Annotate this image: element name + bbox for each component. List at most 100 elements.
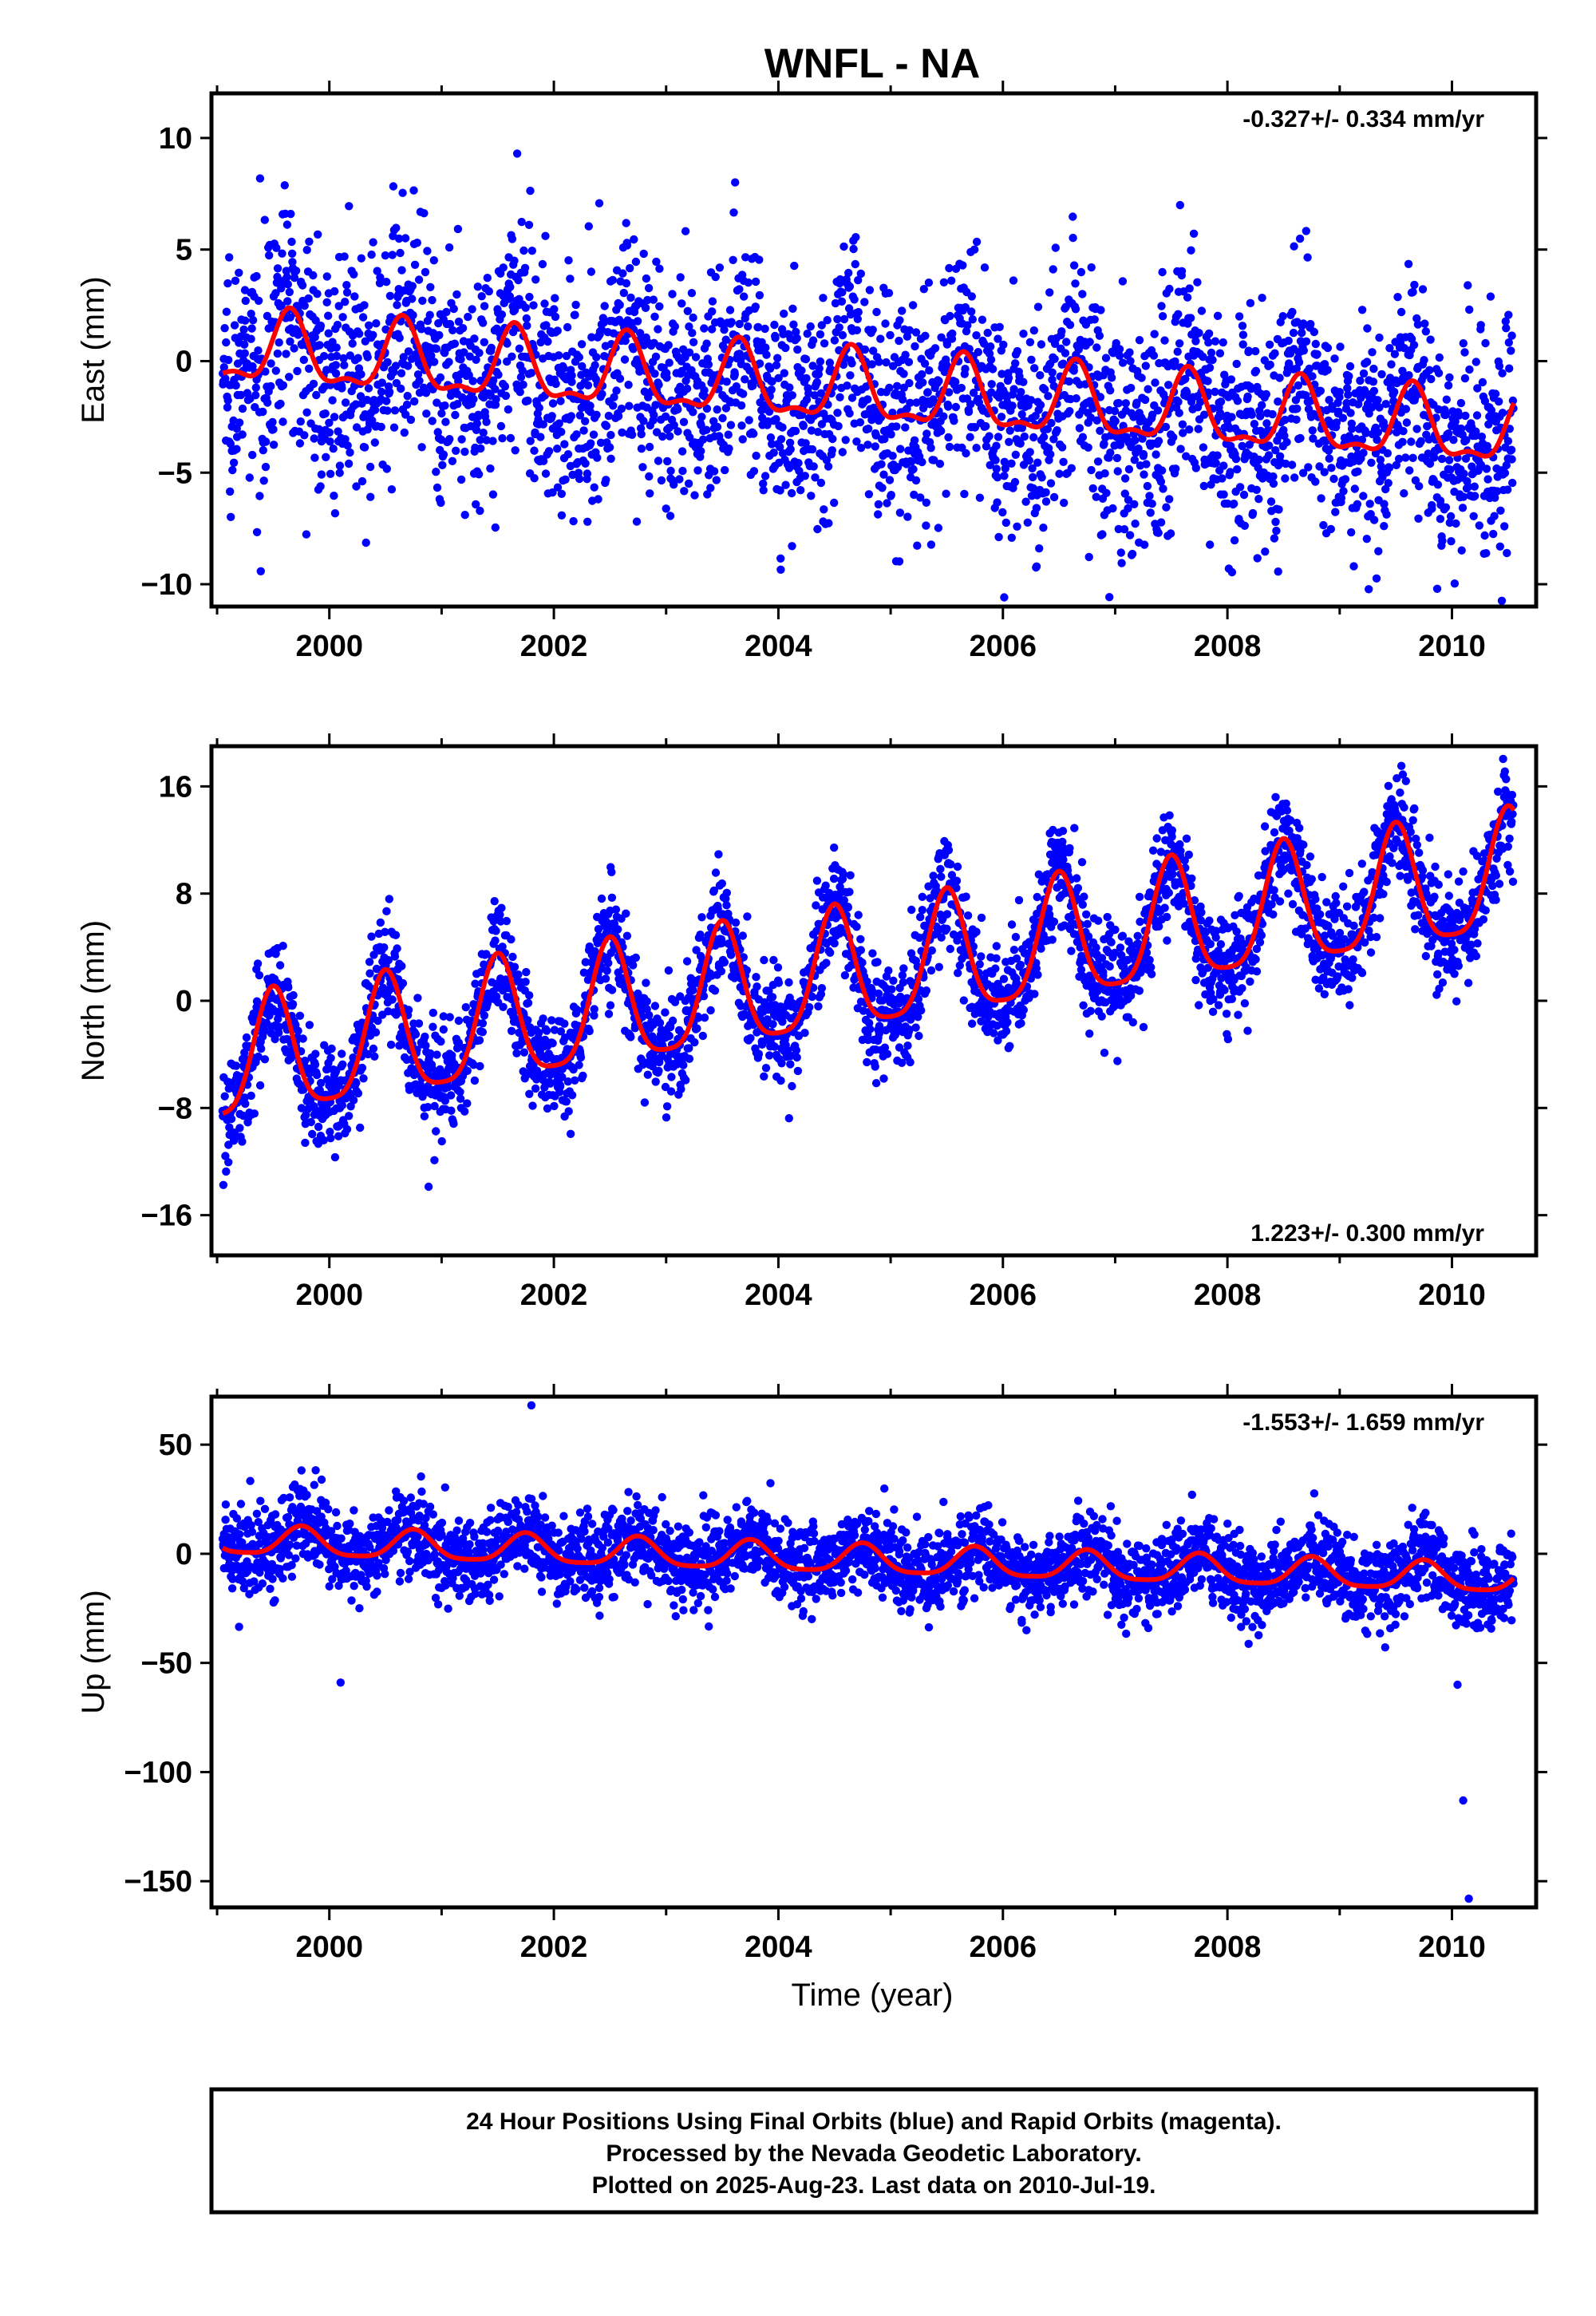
data-point: [1483, 441, 1492, 451]
data-point: [642, 997, 651, 1006]
data-point: [1507, 455, 1516, 464]
data-point: [1231, 454, 1241, 464]
data-point: [224, 355, 233, 365]
data-point: [285, 373, 294, 381]
data-point: [1306, 319, 1315, 329]
data-point: [500, 382, 510, 391]
data-point: [600, 302, 609, 310]
data-point: [272, 243, 281, 252]
data-point: [1219, 490, 1228, 499]
data-point: [398, 978, 408, 988]
data-point: [709, 886, 718, 895]
data-point: [252, 271, 261, 281]
data-point: [961, 365, 970, 373]
data-point: [314, 1122, 323, 1132]
data-point: [564, 1107, 573, 1116]
data-point: [383, 358, 392, 367]
data-point: [652, 428, 662, 437]
data-point: [1232, 359, 1241, 369]
data-point: [397, 369, 406, 377]
data-point: [1157, 466, 1167, 475]
data-point: [1204, 329, 1214, 338]
data-point: [856, 946, 866, 954]
data-point: [1408, 287, 1417, 297]
data-point: [821, 881, 830, 890]
data-point: [395, 334, 404, 342]
data-point: [465, 352, 474, 361]
data-point: [1029, 472, 1037, 482]
data-point: [754, 322, 763, 332]
data-point: [342, 281, 351, 290]
data-point: [1282, 437, 1291, 447]
data-point: [363, 353, 372, 362]
data-point: [1179, 429, 1187, 437]
data-point: [1037, 473, 1046, 482]
data-point: [220, 1092, 229, 1101]
data-point: [248, 450, 257, 460]
data-point: [310, 434, 318, 443]
data-point: [480, 338, 488, 346]
data-point: [743, 912, 752, 921]
data-point: [662, 1102, 672, 1111]
data-point: [556, 397, 565, 405]
data-point: [265, 251, 274, 260]
data-point: [720, 326, 729, 334]
data-point: [1444, 429, 1453, 438]
data-point: [1048, 375, 1057, 384]
data-point: [768, 1020, 777, 1029]
data-point: [255, 970, 264, 980]
data-point: [813, 524, 822, 534]
data-point: [1484, 420, 1493, 429]
data-point: [1203, 377, 1212, 385]
data-point: [319, 1136, 328, 1145]
data-point: [1410, 280, 1419, 290]
data-point: [571, 310, 579, 319]
data-point: [426, 283, 435, 291]
data-point: [860, 345, 870, 354]
data-point: [962, 449, 970, 458]
data-point: [1193, 278, 1202, 287]
data-point: [708, 307, 717, 316]
data-point: [1503, 485, 1512, 494]
data-point: [994, 532, 1003, 542]
data-point: [475, 349, 484, 358]
data-point: [279, 942, 287, 951]
data-point: [645, 442, 654, 452]
data-point: [330, 1152, 340, 1162]
data-point: [381, 325, 390, 334]
data-point: [781, 343, 790, 353]
data-point: [1298, 328, 1306, 338]
data-point: [654, 325, 662, 334]
data-point: [916, 493, 925, 502]
data-point: [823, 316, 832, 325]
data-point: [1368, 348, 1377, 357]
data-point: [1408, 453, 1417, 462]
data-point: [1087, 465, 1096, 475]
data-point: [497, 310, 507, 319]
data-point: [341, 298, 350, 306]
data-point: [661, 1008, 670, 1017]
data-point: [1373, 435, 1381, 445]
data-point: [1084, 443, 1092, 452]
data-point: [231, 381, 240, 390]
data-point: [761, 1064, 771, 1073]
data-point: [1238, 322, 1247, 330]
data-point: [824, 519, 833, 528]
data-point: [562, 1097, 571, 1106]
data-point: [578, 362, 587, 371]
data-point: [1118, 277, 1128, 286]
data-point: [241, 1099, 250, 1109]
data-point: [1323, 343, 1333, 353]
data-point: [697, 913, 706, 922]
data-point: [523, 396, 532, 405]
data-point: [329, 445, 338, 453]
data-point: [269, 425, 278, 434]
data-point: [749, 467, 759, 476]
data-point: [968, 315, 978, 324]
data-point: [816, 389, 826, 397]
data-point: [888, 409, 897, 417]
data-point: [1062, 338, 1071, 346]
data-point: [263, 311, 272, 321]
data-point: [607, 893, 617, 903]
